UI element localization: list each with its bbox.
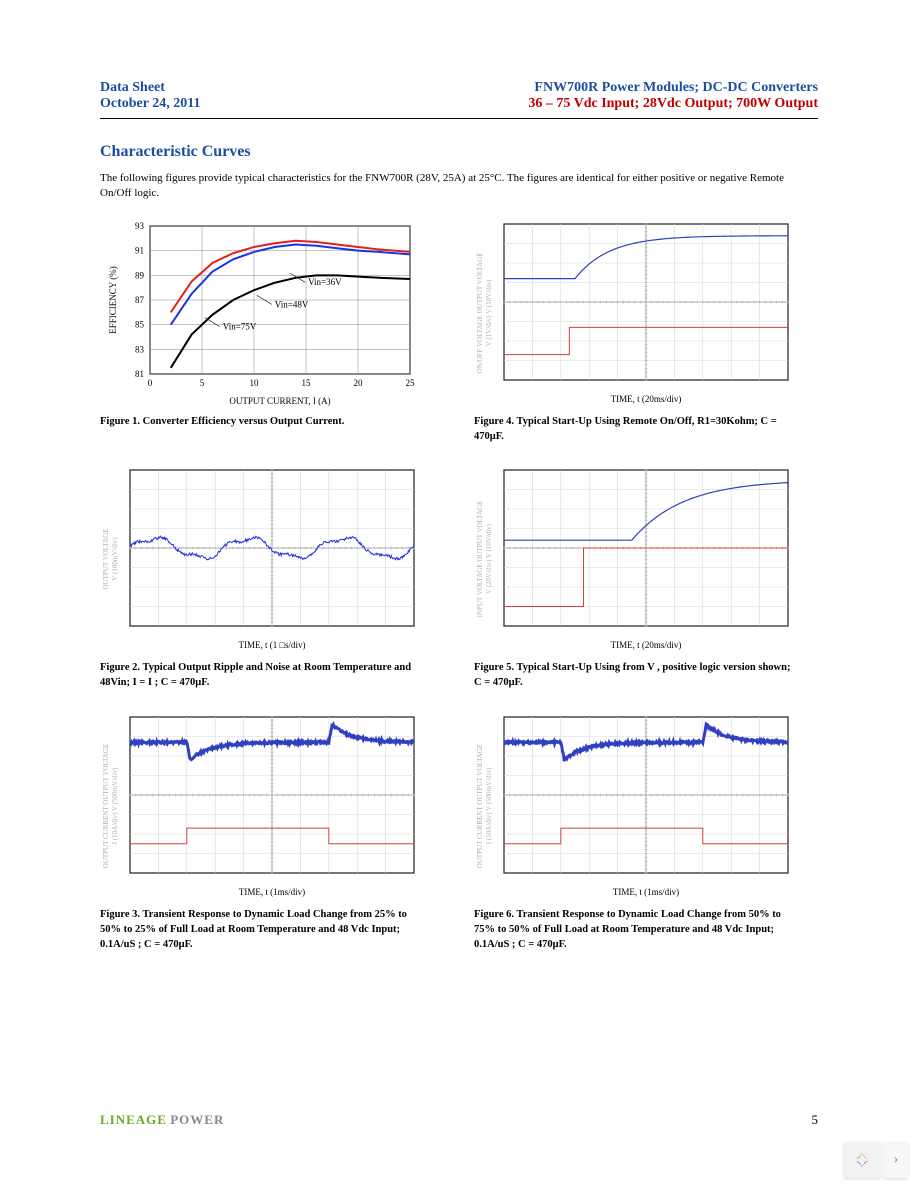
viewer-widget: › xyxy=(844,1142,908,1178)
svg-text:83: 83 xyxy=(135,344,145,354)
svg-text:0: 0 xyxy=(148,378,153,388)
header-divider xyxy=(100,118,818,119)
date-label: October 24, 2011 xyxy=(100,96,200,112)
figure-5: TIME, t (20ms/div) INPUT VOLTAGE OUTPUT V… xyxy=(474,464,818,690)
header-right: FNW700R Power Modules; DC-DC Converters … xyxy=(528,80,818,112)
figure-1: 0 5 10 15 20 25 81 83 85 87 89 91 93 Vin=36V Vin=48V Vi… xyxy=(100,218,444,444)
svg-text:I (10A/div) V (500mV/div: I (10A/div) V (500mV/div) xyxy=(485,767,493,844)
figure-4-caption: Figure 4. Typical Start-Up Using Remote … xyxy=(474,414,794,444)
svg-text:V (1V/div) V (10V/div: V (1V/div) V (10V/div) xyxy=(485,279,493,346)
brand-power: POWER xyxy=(170,1112,224,1127)
svg-text:5: 5 xyxy=(200,378,205,388)
svg-text:OUTPUT CURRENT OUTPUT VOLTAGE: OUTPUT CURRENT OUTPUT VOLTAGE xyxy=(476,743,484,867)
svg-text:15: 15 xyxy=(302,378,312,388)
svg-text:EFFICIENCY (%): EFFICIENCY (%) xyxy=(108,266,118,333)
figure-grid: 0 5 10 15 20 25 81 83 85 87 89 91 93 Vin=36V Vin=48V Vi… xyxy=(100,218,818,953)
figure-6: TIME, t (1ms/div) OUTPUT CURRENT OUTPUT V… xyxy=(474,711,818,953)
figure-2-chart: TIME, t (1 □s/div) OUTPUT VOLTAGEV (100mV… xyxy=(100,464,420,654)
header-left: Data Sheet October 24, 2011 xyxy=(100,80,200,112)
figure-3-chart: TIME, t (1ms/div) OUTPUT CURRENT OUTPUT V… xyxy=(100,711,420,901)
svg-text:Vin=48V: Vin=48V xyxy=(275,299,309,309)
svg-text:TIME, t (1ms/div): TIME, t (1ms/div) xyxy=(613,887,679,897)
product-title: FNW700R Power Modules; DC-DC Converters xyxy=(528,80,818,96)
figure-2: TIME, t (1 □s/div) OUTPUT VOLTAGEV (100mV… xyxy=(100,464,444,690)
svg-text:10: 10 xyxy=(250,378,260,388)
svg-text:V (20V/div) V (10V/div): V (20V/div) V (10V/div) xyxy=(485,523,493,594)
intro-text: The following figures provide typical ch… xyxy=(100,171,818,202)
svg-text:I (10A/div) V (500mV/div: I (10A/div) V (500mV/div) xyxy=(111,767,119,844)
svg-text:Vin=75V: Vin=75V xyxy=(223,321,257,331)
svg-text:81: 81 xyxy=(135,369,144,379)
svg-text:20: 20 xyxy=(354,378,364,388)
svg-text:TIME, t (20ms/div): TIME, t (20ms/div) xyxy=(611,640,682,650)
figure-1-chart: 0 5 10 15 20 25 81 83 85 87 89 91 93 Vin=36V Vin=48V Vi… xyxy=(100,218,420,408)
svg-text:TIME, t (20ms/div): TIME, t (20ms/div) xyxy=(611,394,682,404)
figure-2-caption: Figure 2. Typical Output Ripple and Nois… xyxy=(100,660,420,690)
svg-text:INPUT VOLTAGE OUTPUT VOLTAGE: INPUT VOLTAGE OUTPUT VOLTAGE xyxy=(476,501,484,618)
svg-text:OUTPUT CURRENT, I (A): OUTPUT CURRENT, I (A) xyxy=(229,396,330,406)
figure-6-caption: Figure 6. Transient Response to Dynamic … xyxy=(474,907,794,953)
svg-text:93: 93 xyxy=(135,221,145,231)
svg-text:V (100mV/div): V (100mV/div) xyxy=(111,537,119,581)
product-subtitle: 36 – 75 Vdc Input; 28Vdc Output; 700W Ou… xyxy=(528,96,818,112)
figure-1-caption: Figure 1. Converter Efficiency versus Ou… xyxy=(100,414,420,429)
header: Data Sheet October 24, 2011 FNW700R Powe… xyxy=(100,80,818,112)
section-title: Characteristic Curves xyxy=(100,143,818,161)
svg-text:Vin=36V: Vin=36V xyxy=(308,277,342,287)
figure-5-caption: Figure 5. Typical Start-Up Using from V … xyxy=(474,660,794,690)
figure-3-caption: Figure 3. Transient Response to Dynamic … xyxy=(100,907,420,953)
viewer-logo-icon[interactable] xyxy=(844,1142,880,1178)
figure-4: TIME, t (20ms/div) ON/OFF VOLTAGE OUTPUT … xyxy=(474,218,818,444)
svg-text:25: 25 xyxy=(406,378,416,388)
svg-text:TIME, t (1 □s/div): TIME, t (1 □s/div) xyxy=(239,640,306,650)
svg-text:OUTPUT CURRENT OUTPUT VOLTAGE: OUTPUT CURRENT OUTPUT VOLTAGE xyxy=(102,743,110,867)
data-sheet-label: Data Sheet xyxy=(100,80,200,96)
figure-5-chart: TIME, t (20ms/div) INPUT VOLTAGE OUTPUT V… xyxy=(474,464,794,654)
brand-lineage: LINEAGE xyxy=(100,1112,167,1127)
svg-text:ON/OFF VOLTAGE OUTPUT VOLTAGE: ON/OFF VOLTAGE OUTPUT VOLTAGE xyxy=(476,252,484,373)
figure-4-chart: TIME, t (20ms/div) ON/OFF VOLTAGE OUTPUT … xyxy=(474,218,794,408)
svg-text:87: 87 xyxy=(135,295,145,305)
svg-text:OUTPUT VOLTAGE: OUTPUT VOLTAGE xyxy=(102,529,110,590)
svg-text:TIME, t (1ms/div): TIME, t (1ms/div) xyxy=(239,887,305,897)
page-number: 5 xyxy=(812,1112,819,1128)
figure-6-chart: TIME, t (1ms/div) OUTPUT CURRENT OUTPUT V… xyxy=(474,711,794,901)
svg-text:89: 89 xyxy=(135,270,145,280)
footer: LINEAGE POWER 5 xyxy=(100,1112,818,1128)
next-page-button[interactable]: › xyxy=(884,1142,908,1178)
footer-brand: LINEAGE POWER xyxy=(100,1112,224,1128)
figure-3: TIME, t (1ms/div) OUTPUT CURRENT OUTPUT V… xyxy=(100,711,444,953)
svg-text:85: 85 xyxy=(135,319,145,329)
svg-text:91: 91 xyxy=(135,245,144,255)
